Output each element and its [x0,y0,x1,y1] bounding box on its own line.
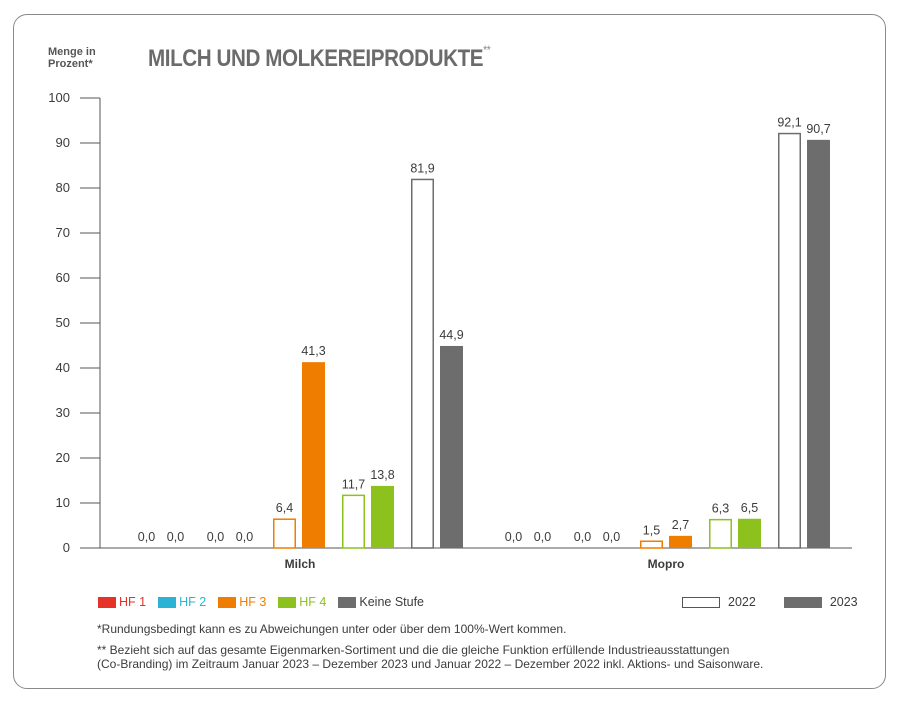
footnote-scope: ** Bezieht sich auf das gesamte Eigenmar… [97,643,837,671]
bar-2023-milch-hf-3 [302,362,325,548]
y-tick-label-40: 40 [56,360,70,375]
legend-swatch [278,596,297,608]
legend-item-2022: 2022 [682,595,756,609]
value-label-2023-mopro-hf-4: 6,5 [741,501,758,515]
value-label-2022-milch-hf-1: 0,0 [138,530,155,544]
chart-frame [13,14,886,689]
value-label-2023-milch-hf-2: 0,0 [236,530,253,544]
value-label-2022-mopro-keine-stufe: 92,1 [777,116,801,130]
bar-2022-milch-keine-stufe [411,178,434,549]
value-label-2022-milch-hf-4: 11,7 [342,477,365,491]
legend-label: HF 4 [299,595,327,609]
y-tick-label-60: 60 [56,270,70,285]
category-label-mopro: Mopro [648,557,685,571]
value-label-2023-mopro-hf-2: 0,0 [603,530,620,544]
value-label-2022-milch-hf-3: 6,4 [276,501,293,515]
y-axis-label-line1: Menge in [48,46,96,58]
y-tick-label-30: 30 [56,405,70,420]
value-label-2023-mopro-hf-3: 2,7 [672,518,689,532]
bar-2023-milch-keine-stufe [440,345,463,548]
footnote-rounding: *Rundungsbedingt kann es zu Abweichungen… [97,622,567,636]
legend-years: 2022 2023 [682,595,886,609]
y-tick-label-0: 0 [63,540,70,555]
y-tick-label-100: 100 [48,90,70,105]
legend-label: Keine Stufe [359,595,425,609]
legend-label: HF 2 [179,595,207,609]
value-label-2022-mopro-hf-2: 0,0 [574,530,591,544]
legend-label: 2023 [829,595,858,609]
bar-2022-mopro-keine-stufe [778,132,801,549]
legend-swatch [682,596,720,608]
legend-item-hf-4: HF 4 [278,595,326,609]
footnote-scope-line2: (Co-Branding) im Zeitraum Januar 2023 – … [97,657,764,671]
value-label-2023-milch-hf-3: 41,3 [301,344,325,358]
chart-title: MILCH UND MOLKEREIPRODUKTE** [148,43,491,73]
legend-item-hf-3: HF 3 [218,595,266,609]
bar-2023-milch-hf-4 [371,485,394,548]
bar-2023-mopro-hf-3 [669,535,692,548]
legend-label: 2022 [728,595,756,609]
bar-2022-mopro-hf-3 [640,540,663,549]
category-label-milch: Milch [285,557,316,571]
value-label-2022-mopro-hf-4: 6,3 [712,502,729,516]
value-label-2022-mopro-hf-3: 1,5 [643,523,660,537]
y-tick-label-70: 70 [56,225,70,240]
value-label-2023-mopro-hf-1: 0,0 [534,530,551,544]
y-tick-label-90: 90 [56,135,70,150]
value-label-2023-milch-keine-stufe: 44,9 [439,328,463,342]
legend-item-keine-stufe: Keine Stufe [338,595,424,609]
y-axis-label-line2: Prozent* [48,58,93,70]
y-tick-label-50: 50 [56,315,70,330]
y-tick-label-20: 20 [56,450,70,465]
chart-title-marker: ** [483,43,491,57]
legend-label: HF 3 [239,595,267,609]
legend-label: HF 1 [119,595,147,609]
y-tick-label-80: 80 [56,180,70,195]
legend-swatch [218,596,237,608]
value-label-2023-milch-hf-4: 13,8 [370,468,394,482]
bar-2022-mopro-hf-4 [709,518,732,549]
legend-categories: HF 1 HF 2 HF 3 HF 4 Keine Stufe [98,595,436,609]
bar-2022-milch-hf-3 [273,518,296,549]
bar-2023-mopro-hf-4 [738,518,761,548]
y-tick-label-10: 10 [56,495,70,510]
legend-item-hf-2: HF 2 [158,595,206,609]
legend-item-2023: 2023 [783,595,858,609]
value-label-2022-mopro-hf-1: 0,0 [505,530,522,544]
legend-swatch [98,596,116,608]
legend-swatch [338,596,357,608]
bar-2023-mopro-keine-stufe [807,139,830,548]
value-label-2022-milch-keine-stufe: 81,9 [410,161,434,175]
y-axis-label: Menge in Prozent* [48,46,118,70]
chart-title-text: MILCH UND MOLKEREIPRODUKTE [148,45,484,72]
legend-swatch [158,596,177,608]
bar-2022-milch-hf-4 [342,494,365,549]
legend-swatch [783,596,822,608]
legend-item-hf-1: HF 1 [98,595,146,609]
value-label-2023-mopro-keine-stufe: 90,7 [806,122,830,136]
value-label-2022-milch-hf-2: 0,0 [207,530,224,544]
value-label-2023-milch-hf-1: 0,0 [167,530,184,544]
footnote-scope-line1: ** Bezieht sich auf das gesamte Eigenmar… [97,643,730,657]
